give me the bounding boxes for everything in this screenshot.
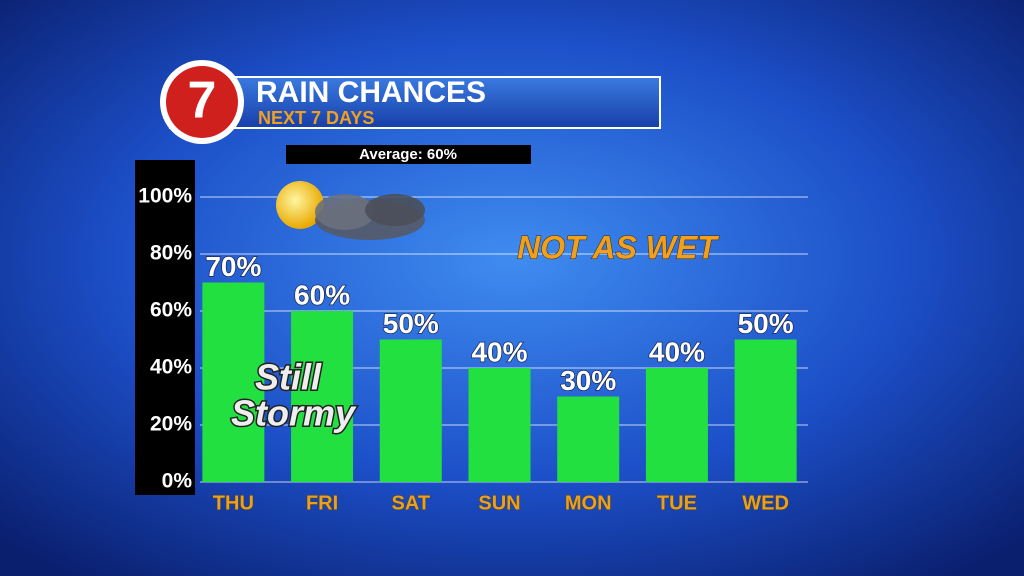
- y-axis-band: [135, 160, 195, 495]
- bar: [291, 311, 354, 482]
- y-tick-label: 40%: [150, 356, 192, 379]
- weather-icon: [276, 181, 425, 240]
- y-tick-label: 60%: [150, 299, 192, 322]
- value-label: 70%: [205, 251, 261, 282]
- x-tick-label: MON: [565, 492, 612, 514]
- value-label: 40%: [649, 336, 705, 367]
- bar: [734, 339, 797, 482]
- x-tick-label: SAT: [392, 492, 431, 514]
- annotation: NOT AS WET: [517, 229, 719, 265]
- y-tick-label: 100%: [138, 185, 192, 208]
- bar: [468, 368, 531, 482]
- logo-circle: [166, 66, 238, 138]
- chart-title: RAIN CHANCES: [256, 76, 486, 109]
- y-tick-label: 80%: [150, 242, 192, 265]
- bar: [202, 282, 265, 482]
- value-label: 50%: [383, 308, 439, 339]
- bar: [379, 339, 442, 482]
- x-tick-label: THU: [213, 492, 254, 514]
- chart-subtitle: NEXT 7 DAYS: [258, 108, 374, 128]
- logo-text: 7: [188, 72, 217, 130]
- x-tick-label: WED: [742, 492, 789, 514]
- annotation: Stormy: [231, 393, 357, 434]
- bar: [557, 396, 620, 482]
- annotation: Still: [255, 357, 322, 398]
- y-tick-label: 20%: [150, 413, 192, 436]
- y-tick-label: 0%: [162, 470, 193, 493]
- x-tick-label: FRI: [306, 492, 338, 514]
- value-label: 40%: [471, 336, 527, 367]
- average-box: [286, 145, 531, 164]
- value-label: 60%: [294, 279, 350, 310]
- average-label: Average: 60%: [359, 146, 457, 163]
- value-label: 50%: [738, 308, 794, 339]
- value-label: 30%: [560, 365, 616, 396]
- title-bar: [169, 76, 661, 129]
- x-tick-label: SUN: [478, 492, 520, 514]
- bar: [645, 368, 708, 482]
- x-tick-label: TUE: [657, 492, 697, 514]
